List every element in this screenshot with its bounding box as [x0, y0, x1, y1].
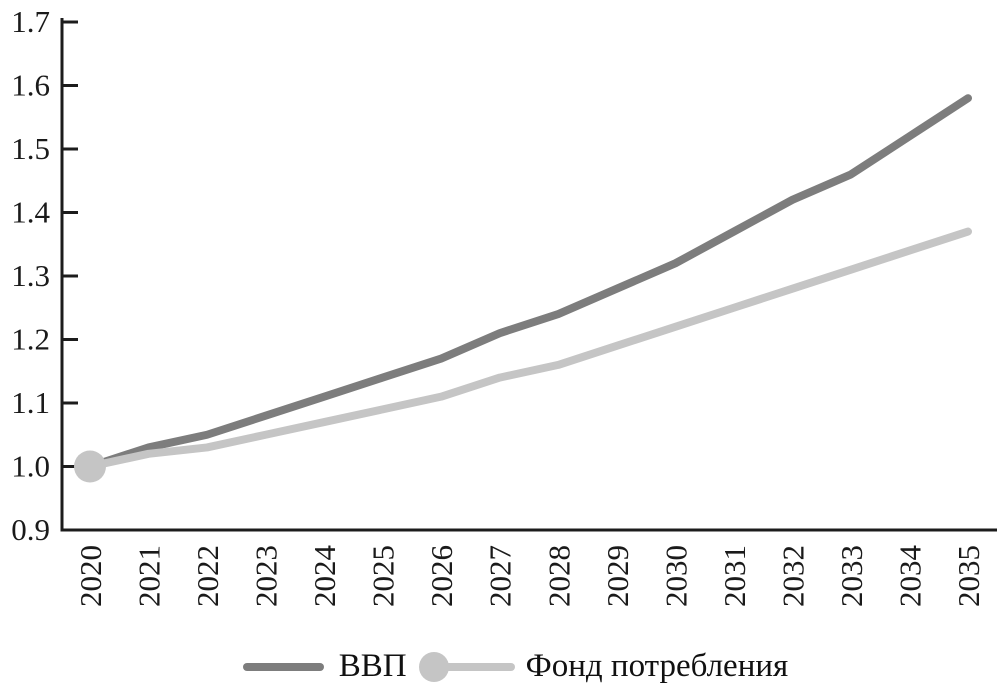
x-tick-label: 2031: [717, 545, 752, 607]
x-tick-label: 2025: [366, 545, 401, 607]
x-tick-label: 2035: [951, 545, 986, 607]
x-tick-label: 2022: [190, 545, 225, 607]
gdp-legend-label: ВВП: [338, 648, 407, 684]
chart-legend: ВВП Фонд потребления: [16, 650, 999, 683]
y-tick-label: 1.1: [11, 385, 50, 420]
x-tick-label: 2026: [424, 545, 459, 607]
x-tick-label: 2033: [834, 545, 869, 607]
x-tick-label: 2024: [307, 545, 342, 608]
light-line-swatch-icon: [432, 662, 515, 671]
x-tick-label: 2034: [892, 545, 927, 608]
chart-canvas: 0.9 1.0 1.1 1.2 1.3 1.4 1.5 1.6 1.7 2020 2021 2022 2…: [11, 4, 997, 608]
y-tick-label: 1.7: [11, 4, 50, 39]
y-tick-label: 1.4: [11, 195, 50, 230]
x-tick-label: 2029: [600, 545, 635, 607]
y-tick-label: 1.5: [11, 131, 50, 166]
legend-item-consumption-fund: Фонд потребления: [418, 648, 789, 684]
x-tick-label: 2030: [658, 545, 693, 607]
legend-item-gdp: ВВП: [242, 648, 407, 684]
y-tick-label: 1.2: [11, 322, 50, 357]
x-tick-label: 2021: [132, 545, 167, 607]
x-tick-label: 2027: [483, 545, 518, 607]
gdp-line-swatch-icon: [242, 662, 324, 671]
x-tick-label: 2023: [249, 545, 284, 607]
x-tick-label: 2032: [775, 545, 810, 607]
y-tick-label: 1.3: [11, 258, 50, 293]
x-tick-label: 2028: [541, 545, 576, 607]
consumption-fund-legend-label: Фонд потребления: [525, 648, 789, 684]
y-tick-label: 0.9: [11, 512, 50, 547]
y-tick-label: 1.0: [11, 449, 50, 484]
y-tick-label: 1.6: [11, 68, 50, 103]
series-start-marker: [74, 450, 106, 483]
series-line-gdp: [86, 94, 972, 471]
consumption-fund-swatch-icon: [418, 651, 515, 683]
x-tick-label: 2020: [73, 545, 108, 607]
series-line-consumption-fund: [86, 227, 972, 471]
